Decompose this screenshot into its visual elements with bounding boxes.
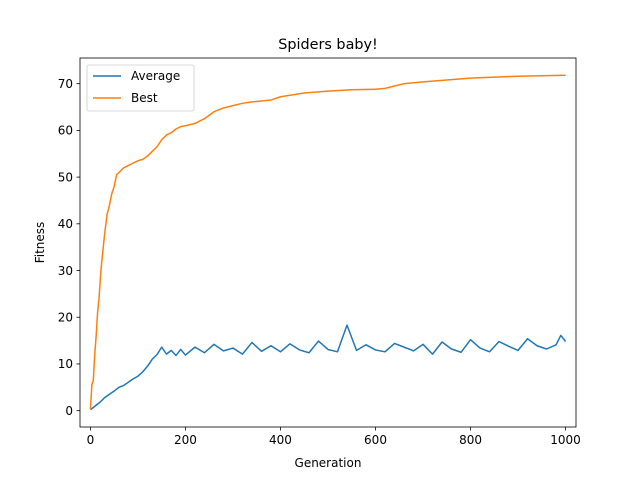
legend-label-average: Average (131, 69, 180, 83)
series-layer (89, 74, 567, 411)
x-tick-label: 800 (459, 433, 482, 447)
series-line-average (89, 324, 567, 411)
y-tick-label: 60 (58, 124, 73, 138)
plot-frame (79, 57, 577, 428)
chart-title: Spiders baby! (278, 37, 378, 53)
y-tick-label: 10 (58, 357, 73, 371)
y-tick-label: 70 (58, 77, 73, 91)
legend: Average Best (86, 64, 195, 112)
x-tick-label: 0 (87, 433, 95, 447)
x-axis-ticks: 0 200 400 600 800 1000 (87, 427, 581, 447)
legend-label-best: Best (131, 91, 158, 105)
x-tick-label: 200 (174, 433, 197, 447)
series-line-best (89, 74, 566, 410)
plot-area (80, 58, 576, 427)
y-tick-label: 0 (65, 404, 73, 418)
y-axis-label: Fitness (33, 222, 47, 264)
x-tick-label: 400 (269, 433, 292, 447)
y-axis-ticks: 0 10 20 30 40 50 60 70 (58, 77, 80, 418)
x-tick-label: 1000 (550, 433, 581, 447)
y-tick-label: 40 (58, 217, 73, 231)
y-tick-label: 20 (58, 311, 73, 325)
y-tick-label: 30 (58, 264, 73, 278)
x-tick-label: 600 (364, 433, 387, 447)
y-tick-label: 50 (58, 170, 73, 184)
x-axis-label: Generation (295, 456, 362, 470)
